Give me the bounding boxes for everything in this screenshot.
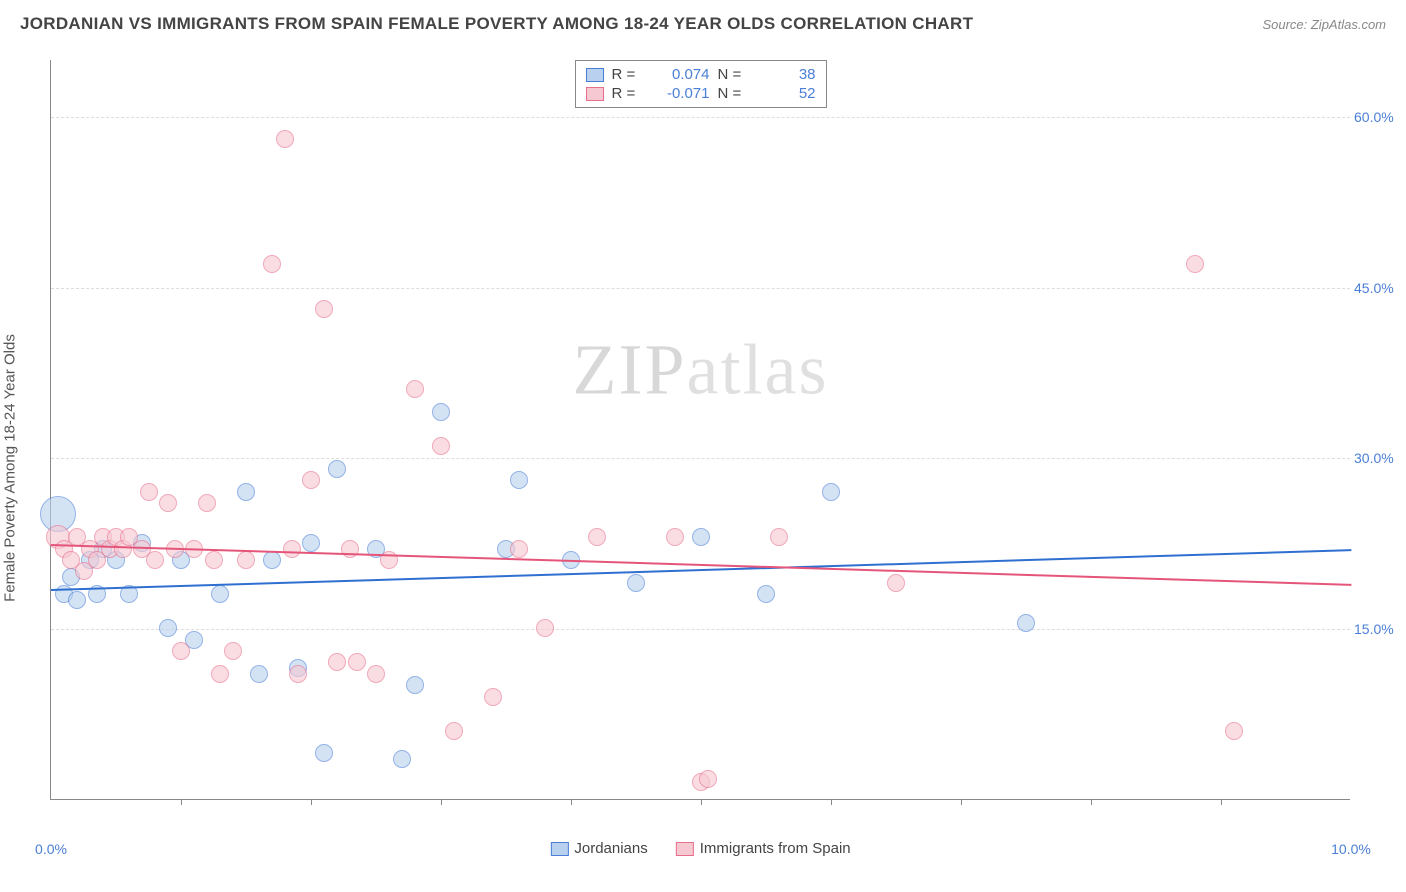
x-tick-mark	[961, 799, 962, 805]
scatter-point	[367, 665, 385, 683]
scatter-point	[770, 528, 788, 546]
scatter-point	[211, 665, 229, 683]
scatter-point	[302, 534, 320, 552]
legend-stat-row: R = 0.074 N = 38	[586, 65, 816, 84]
scatter-point	[536, 619, 554, 637]
watermark: ZIPatlas	[573, 329, 829, 412]
scatter-point	[289, 665, 307, 683]
scatter-point	[250, 665, 268, 683]
scatter-point	[588, 528, 606, 546]
y-tick-label: 15.0%	[1354, 621, 1402, 637]
scatter-point	[432, 403, 450, 421]
stat-n-label: N =	[718, 85, 748, 102]
scatter-point	[263, 255, 281, 273]
scatter-point	[328, 653, 346, 671]
y-tick-label: 45.0%	[1354, 280, 1402, 296]
scatter-point	[159, 494, 177, 512]
scatter-point	[205, 551, 223, 569]
x-tick-mark	[181, 799, 182, 805]
swatch-icon	[586, 87, 604, 101]
scatter-point	[146, 551, 164, 569]
legend-series-item: Immigrants from Spain	[676, 840, 851, 857]
scatter-point	[432, 437, 450, 455]
scatter-point	[283, 540, 301, 558]
x-tick-mark	[311, 799, 312, 805]
scatter-point	[276, 130, 294, 148]
x-tick-mark	[1091, 799, 1092, 805]
scatter-point	[1186, 255, 1204, 273]
series-name: Jordanians	[574, 840, 647, 857]
scatter-point	[263, 551, 281, 569]
scatter-point	[406, 676, 424, 694]
scatter-point	[627, 574, 645, 592]
swatch-icon	[676, 842, 694, 856]
scatter-point	[315, 744, 333, 762]
x-tick-mark	[831, 799, 832, 805]
scatter-point	[393, 750, 411, 768]
scatter-point	[1017, 614, 1035, 632]
watermark-part-b: atlas	[687, 330, 829, 410]
scatter-point	[315, 300, 333, 318]
scatter-point	[406, 380, 424, 398]
x-tick-mark	[1221, 799, 1222, 805]
scatter-point	[237, 483, 255, 501]
x-tick-label: 0.0%	[35, 841, 67, 857]
scatter-point	[699, 770, 717, 788]
stat-n-label: N =	[718, 66, 748, 83]
watermark-part-a: ZIP	[573, 330, 687, 410]
scatter-point	[757, 585, 775, 603]
chart-container: Female Poverty Among 18-24 Year Olds ZIP…	[0, 48, 1406, 892]
scatter-point	[237, 551, 255, 569]
legend-series: Jordanians Immigrants from Spain	[550, 840, 850, 857]
stat-r-label: R =	[612, 85, 642, 102]
scatter-point	[510, 471, 528, 489]
scatter-point	[1225, 722, 1243, 740]
legend-stats: R = 0.074 N = 38 R = -0.071 N = 52	[575, 60, 827, 108]
scatter-point	[302, 471, 320, 489]
chart-header: JORDANIAN VS IMMIGRANTS FROM SPAIN FEMAL…	[0, 0, 1406, 42]
gridline	[51, 629, 1350, 630]
swatch-icon	[550, 842, 568, 856]
plot-area: ZIPatlas R =0.074N =38R =-0.071N =52 Jor…	[50, 60, 1350, 800]
stat-n-value: 52	[756, 85, 816, 102]
gridline	[51, 288, 1350, 289]
scatter-point	[692, 528, 710, 546]
scatter-point	[510, 540, 528, 558]
gridline	[51, 117, 1350, 118]
x-tick-mark	[441, 799, 442, 805]
gridline	[51, 458, 1350, 459]
chart-title: JORDANIAN VS IMMIGRANTS FROM SPAIN FEMAL…	[20, 14, 973, 34]
scatter-point	[211, 585, 229, 603]
legend-stat-row: R = -0.071 N = 52	[586, 84, 816, 103]
scatter-point	[484, 688, 502, 706]
x-tick-mark	[701, 799, 702, 805]
x-tick-mark	[571, 799, 572, 805]
scatter-point	[445, 722, 463, 740]
scatter-point	[198, 494, 216, 512]
scatter-point	[822, 483, 840, 501]
stat-r-value: 0.074	[650, 66, 710, 83]
scatter-point	[887, 574, 905, 592]
swatch-icon	[586, 68, 604, 82]
y-tick-label: 60.0%	[1354, 109, 1402, 125]
scatter-point	[172, 642, 190, 660]
scatter-point	[159, 619, 177, 637]
scatter-point	[224, 642, 242, 660]
series-name: Immigrants from Spain	[700, 840, 851, 857]
chart-source: Source: ZipAtlas.com	[1262, 17, 1386, 32]
stat-n-value: 38	[756, 66, 816, 83]
scatter-point	[140, 483, 158, 501]
scatter-point	[666, 528, 684, 546]
y-axis-label: Female Poverty Among 18-24 Year Olds	[2, 334, 19, 602]
scatter-point	[68, 591, 86, 609]
scatter-point	[328, 460, 346, 478]
x-tick-label: 10.0%	[1331, 841, 1371, 857]
scatter-point	[348, 653, 366, 671]
stat-r-value: -0.071	[650, 85, 710, 102]
y-tick-label: 30.0%	[1354, 450, 1402, 466]
stat-r-label: R =	[612, 66, 642, 83]
legend-series-item: Jordanians	[550, 840, 647, 857]
